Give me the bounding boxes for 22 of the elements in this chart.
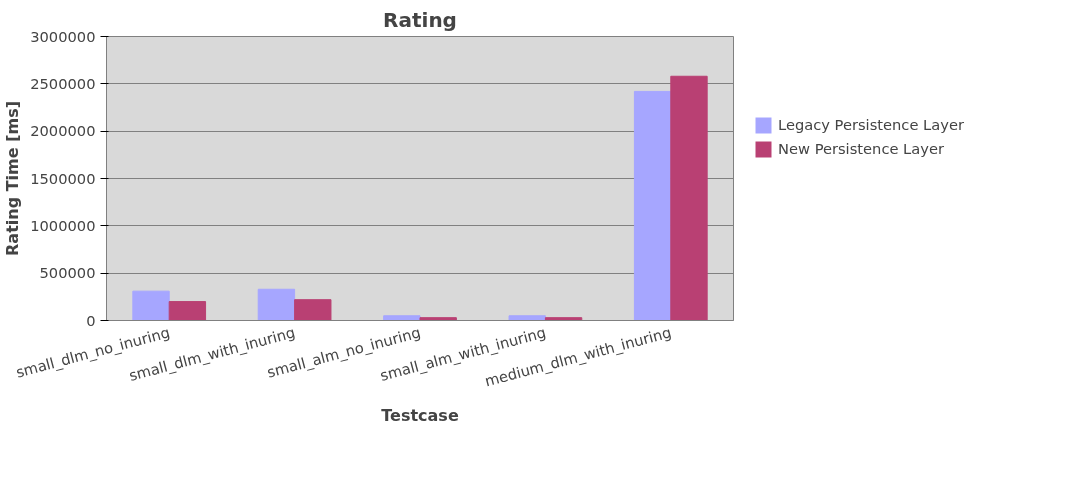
bar	[257, 288, 296, 321]
bar	[670, 75, 708, 321]
y-tick-label: 1000000	[30, 216, 96, 234]
bar	[419, 317, 457, 321]
y-tick-label: 2500000	[30, 74, 96, 92]
legend-label: Legacy Persistence Layer	[778, 116, 964, 133]
y-tick-label: 500000	[39, 264, 96, 282]
y-tick-label: 3000000	[30, 27, 96, 45]
y-tick-label: 0	[86, 311, 96, 329]
y-tick-label: 2000000	[30, 122, 96, 140]
y-axis-title: Rating Time [ms]	[3, 101, 23, 256]
y-tick-label: 1500000	[30, 169, 96, 187]
x-axis-title: Testcase	[381, 405, 459, 425]
bar	[508, 315, 546, 321]
bar	[168, 301, 207, 321]
chart-title: Rating	[383, 7, 457, 32]
bar	[544, 317, 583, 321]
bar	[633, 90, 672, 321]
bar	[132, 290, 170, 321]
legend-label: New Persistence Layer	[778, 140, 944, 157]
bar	[294, 299, 332, 321]
bar	[383, 315, 421, 321]
